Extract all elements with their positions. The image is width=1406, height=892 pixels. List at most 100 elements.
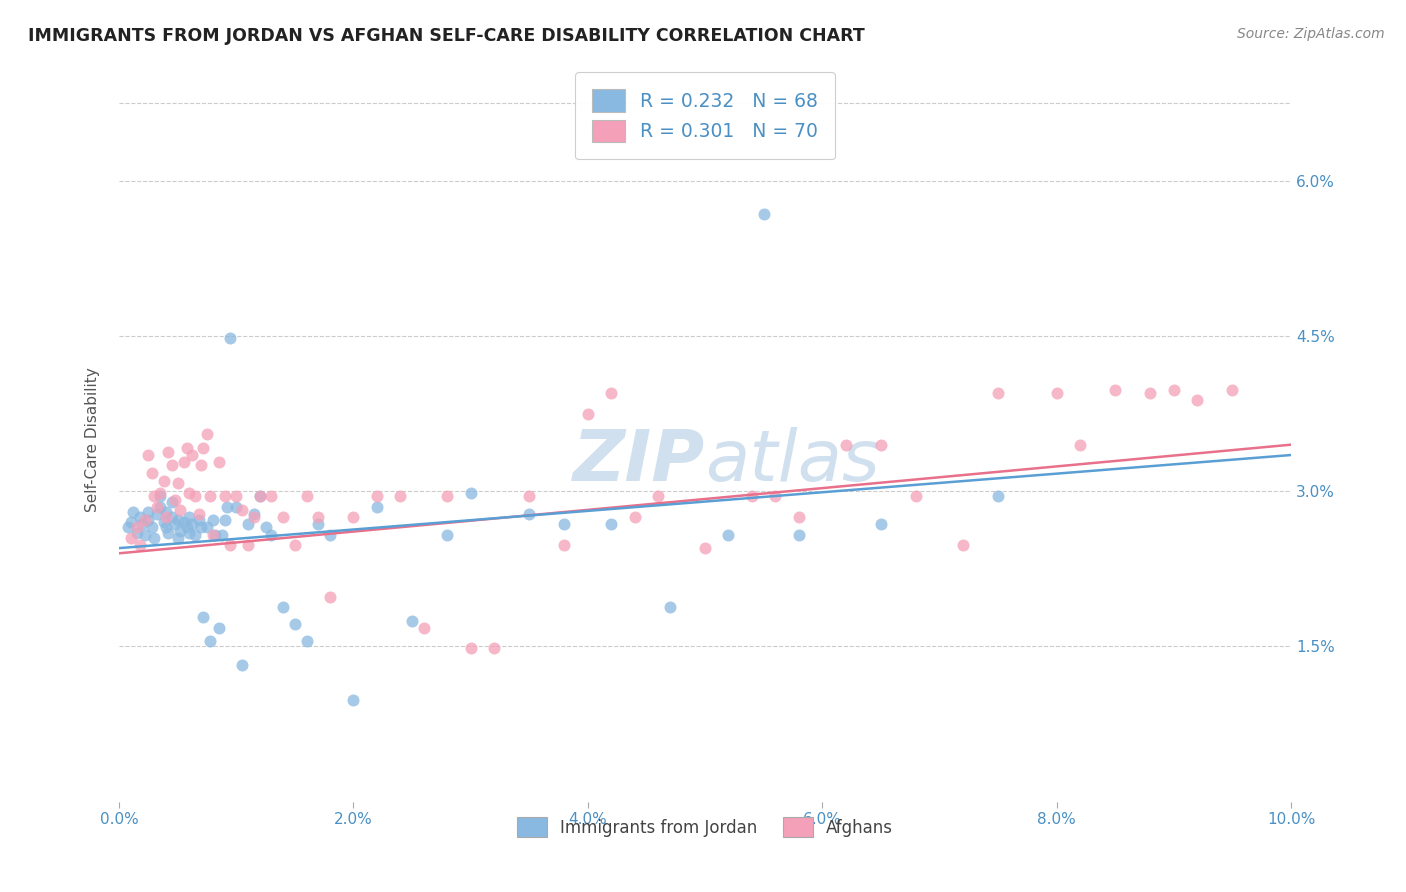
Point: [342, 693, 364, 707]
Point: [553, 538, 575, 552]
Point: [138, 513, 160, 527]
Point: [249, 490, 271, 504]
Point: [149, 490, 172, 504]
Point: [600, 386, 623, 401]
Point: [284, 616, 307, 631]
Point: [271, 600, 294, 615]
Point: [752, 207, 775, 221]
Point: [295, 490, 318, 504]
Point: [214, 490, 236, 504]
Point: [342, 510, 364, 524]
Point: [138, 448, 160, 462]
Point: [693, 541, 716, 555]
Point: [249, 490, 271, 504]
Point: [143, 531, 166, 545]
Point: [152, 515, 174, 529]
Point: [187, 507, 209, 521]
Point: [190, 520, 212, 534]
Point: [149, 500, 172, 514]
Point: [165, 517, 187, 532]
Point: [517, 490, 540, 504]
Point: [157, 445, 180, 459]
Point: [173, 455, 195, 469]
Point: [208, 455, 231, 469]
Point: [260, 490, 283, 504]
Point: [436, 527, 458, 541]
Point: [1046, 386, 1069, 401]
Point: [787, 527, 810, 541]
Point: [201, 513, 224, 527]
Point: [160, 494, 183, 508]
Point: [482, 641, 505, 656]
Point: [319, 527, 342, 541]
Point: [1139, 386, 1161, 401]
Point: [169, 503, 191, 517]
Point: [155, 510, 177, 524]
Point: [179, 525, 201, 540]
Point: [214, 513, 236, 527]
Point: [319, 590, 342, 604]
Point: [179, 486, 201, 500]
Point: [152, 474, 174, 488]
Point: [412, 621, 434, 635]
Point: [141, 520, 163, 534]
Point: [254, 520, 277, 534]
Point: [763, 490, 786, 504]
Point: [236, 538, 259, 552]
Point: [460, 486, 482, 500]
Point: [190, 458, 212, 473]
Point: [157, 525, 180, 540]
Point: [436, 490, 458, 504]
Point: [134, 527, 156, 541]
Point: [145, 500, 167, 514]
Point: [155, 520, 177, 534]
Point: [1069, 438, 1091, 452]
Point: [307, 510, 329, 524]
Point: [149, 486, 172, 500]
Point: [166, 513, 188, 527]
Legend: Immigrants from Jordan, Afghans: Immigrants from Jordan, Afghans: [510, 810, 900, 844]
Point: [987, 490, 1010, 504]
Point: [647, 490, 669, 504]
Point: [165, 492, 187, 507]
Point: [129, 538, 152, 552]
Point: [143, 490, 166, 504]
Point: [173, 515, 195, 529]
Point: [200, 490, 222, 504]
Point: [195, 520, 218, 534]
Point: [184, 490, 207, 504]
Point: [623, 510, 645, 524]
Point: [141, 466, 163, 480]
Point: [120, 531, 142, 545]
Point: [600, 517, 623, 532]
Point: [180, 448, 202, 462]
Point: [553, 517, 575, 532]
Point: [834, 438, 856, 452]
Point: [145, 507, 167, 521]
Point: [231, 503, 253, 517]
Point: [219, 538, 242, 552]
Point: [225, 490, 247, 504]
Point: [155, 505, 177, 519]
Point: [787, 510, 810, 524]
Point: [208, 621, 231, 635]
Point: [201, 527, 224, 541]
Point: [401, 614, 423, 628]
Point: [225, 500, 247, 514]
Point: [1222, 383, 1244, 397]
Text: atlas: atlas: [704, 426, 880, 496]
Point: [717, 527, 740, 541]
Point: [204, 527, 226, 541]
Point: [160, 510, 183, 524]
Point: [366, 490, 388, 504]
Point: [138, 505, 160, 519]
Point: [169, 524, 191, 538]
Point: [460, 641, 482, 656]
Point: [176, 520, 198, 534]
Point: [904, 490, 927, 504]
Point: [166, 475, 188, 490]
Point: [952, 538, 974, 552]
Point: [125, 520, 148, 534]
Point: [231, 658, 253, 673]
Point: [987, 386, 1010, 401]
